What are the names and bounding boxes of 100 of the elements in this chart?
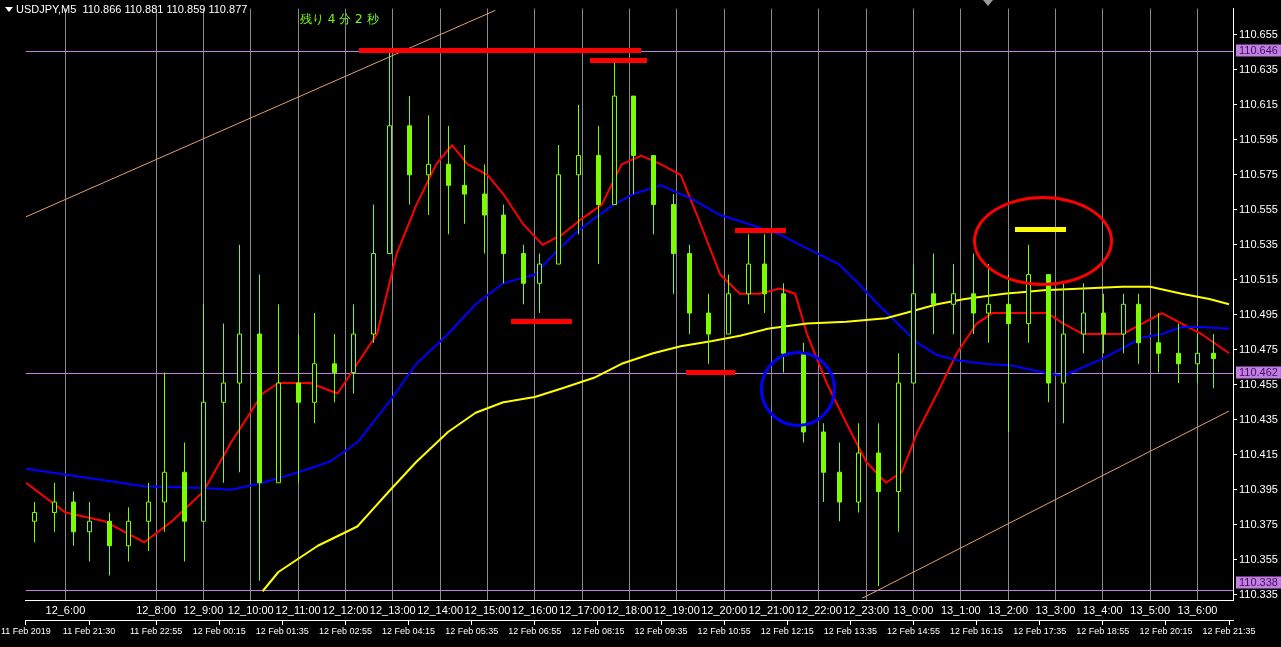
x2-tick-label: 12 Feb 18:55 (1076, 625, 1130, 636)
x-tick-label: 12_12:00 (322, 603, 369, 616)
y-tick-label: 110.355 (1239, 552, 1278, 565)
x-tick-label: 12_11:00 (275, 603, 321, 616)
x-tick-label: 13_5:00 (1130, 603, 1171, 616)
x-tick-label: 12_9:00 (183, 603, 224, 616)
y-tick-label: 110.435 (1239, 412, 1278, 425)
y-tick-label: 110.375 (1239, 517, 1278, 530)
candlestick (781, 282, 786, 374)
annotation: 残り 4 分 2 秒 (300, 12, 379, 27)
candlestick (407, 95, 412, 206)
candlestick (332, 333, 337, 403)
x-tick-label: 12_15:00 (464, 603, 511, 616)
candlestick (426, 114, 431, 216)
candlestick (87, 501, 92, 563)
candlestick (1211, 333, 1216, 389)
x-tick-label: 12_17:00 (559, 603, 606, 616)
candlestick (1046, 274, 1051, 403)
x-tick-label: 13_1:00 (940, 603, 981, 616)
candlestick (482, 163, 487, 255)
y-tick-label: 110.475 (1239, 342, 1278, 355)
x-tick-label: 12_18:00 (606, 603, 653, 616)
candlestick (746, 233, 751, 305)
candlestick (837, 442, 842, 522)
candlestick (931, 253, 936, 335)
candlestick (896, 352, 901, 533)
candlestick (257, 274, 262, 582)
y-tick-label: 110.595 (1239, 132, 1278, 145)
x-tick-label: 12_23:00 (843, 603, 890, 616)
x-tick-label: 12_16:00 (511, 603, 558, 616)
candlestick (71, 491, 76, 547)
x2-tick-label: 11 Feb 22:55 (129, 625, 183, 636)
x-tick-label: 12_20:00 (701, 603, 748, 616)
candlestick (726, 274, 731, 335)
candlestick (52, 482, 57, 533)
x-tick-label: 12_6:00 (45, 603, 86, 616)
candlestick (107, 512, 112, 576)
x-tick-label: 12_22:00 (795, 603, 842, 616)
x2-tick-label: 12 Feb 20:15 (1139, 625, 1193, 636)
y-tick-label: 110.535 (1239, 237, 1278, 250)
candlestick (1101, 293, 1106, 354)
x2-tick-label: 12 Feb 00:15 (192, 625, 246, 636)
y-tick-label: 110.635 (1239, 62, 1278, 75)
y-tick-label: 110.655 (1239, 27, 1278, 40)
ref-line-label: 110.646 (1239, 43, 1278, 56)
candlestick (182, 442, 187, 563)
candlestick (162, 372, 167, 533)
x2-tick-label: 11 Feb 21:30 (62, 625, 116, 636)
x-tick-label: 13_6:00 (1177, 603, 1218, 616)
x2-tick-label: 12 Feb 08:15 (571, 625, 625, 636)
y-tick-label: 110.555 (1239, 202, 1278, 215)
candlestick (387, 51, 392, 255)
x-tick-label: 12_21:00 (748, 603, 795, 616)
candlestick (126, 506, 131, 563)
candlestick (596, 125, 601, 265)
candlestick (876, 422, 881, 587)
candlestick (951, 263, 956, 335)
candlestick (687, 244, 692, 335)
x-tick-label: 12_10:00 (227, 603, 274, 616)
y-tick-label: 110.335 (1239, 587, 1278, 600)
candlestick (1026, 244, 1031, 344)
x-tick-label: 13_2:00 (988, 603, 1029, 616)
candlestick (146, 482, 151, 552)
candlestick (537, 253, 542, 314)
x2-tick-label: 12 Feb 05:35 (445, 625, 499, 636)
candlestick (556, 144, 561, 265)
chart-title: USDJPY,M5 110.866 110.881 110.859 110.877 (16, 3, 248, 16)
candlestick (612, 60, 617, 206)
candlestick (1121, 293, 1126, 354)
x2-tick-label: 12 Feb 21:35 (1202, 625, 1256, 636)
candlestick (856, 422, 861, 514)
x2-tick-label: 12 Feb 09:35 (634, 625, 688, 636)
x2-tick-label: 12 Feb 06:55 (508, 625, 562, 636)
x-tick-label: 12_13:00 (369, 603, 416, 616)
y-tick-label: 110.495 (1239, 307, 1278, 320)
candlestick (276, 303, 281, 484)
candlestick (1156, 312, 1161, 374)
candlestick (911, 263, 916, 384)
x2-tick-label: 12 Feb 02:55 (318, 625, 372, 636)
y-tick-label: 110.395 (1239, 482, 1278, 495)
x2-tick-label: 12 Feb 04:15 (382, 625, 436, 636)
candlestick (671, 193, 676, 295)
candlestick (296, 333, 301, 484)
candlestick (1006, 274, 1011, 433)
candlestick (237, 244, 242, 473)
x-tick-label: 12_19:00 (653, 603, 700, 616)
x-tick-label: 12_8:00 (136, 603, 176, 616)
candlestick (351, 303, 356, 395)
candlestick (762, 233, 767, 314)
candlestick (971, 253, 976, 335)
candlestick (446, 125, 451, 235)
x-tick-label: 13_0:00 (893, 603, 934, 616)
candlestick (1195, 333, 1200, 384)
candlestick (651, 155, 656, 235)
candlestick (501, 204, 506, 284)
candlestick (32, 501, 37, 543)
x2-tick-label: 12 Feb 16:15 (950, 625, 1004, 636)
candlestick (371, 204, 376, 344)
x2-tick-label: 12 Feb 14:55 (886, 625, 941, 636)
candlestick (631, 95, 636, 195)
